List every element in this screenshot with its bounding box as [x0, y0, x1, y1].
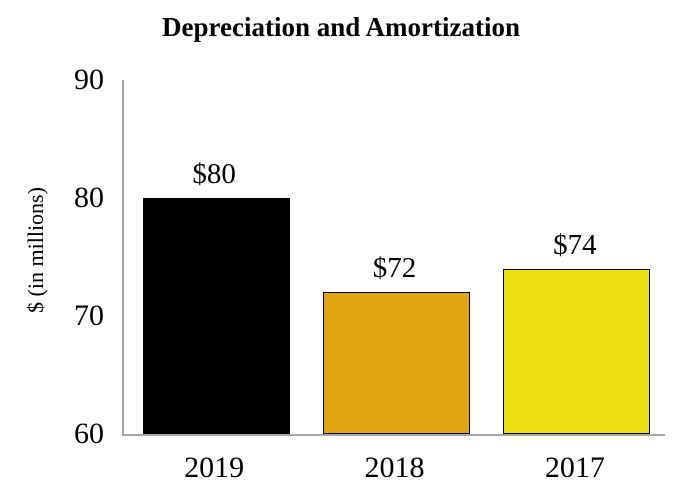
bar-value-label: $72 [372, 252, 417, 285]
x-tick-label: 2017 [544, 451, 605, 484]
bar-value-label: $80 [192, 158, 236, 190]
bar-2018 [323, 292, 470, 434]
y-tick-label: 90 [74, 63, 104, 96]
x-tick-label: 2019 [184, 451, 245, 484]
y-tick-label: 60 [74, 417, 104, 450]
bar-value-label: $74 [553, 228, 597, 261]
y-tick-label: 80 [74, 181, 104, 214]
x-tick-label: 2018 [364, 451, 425, 484]
plot-area [122, 80, 665, 436]
bar-2019 [142, 198, 290, 434]
chart-title: Depreciation and Amortization [162, 12, 520, 42]
y-tick-label: 70 [74, 299, 104, 332]
bar-2017 [503, 268, 651, 434]
